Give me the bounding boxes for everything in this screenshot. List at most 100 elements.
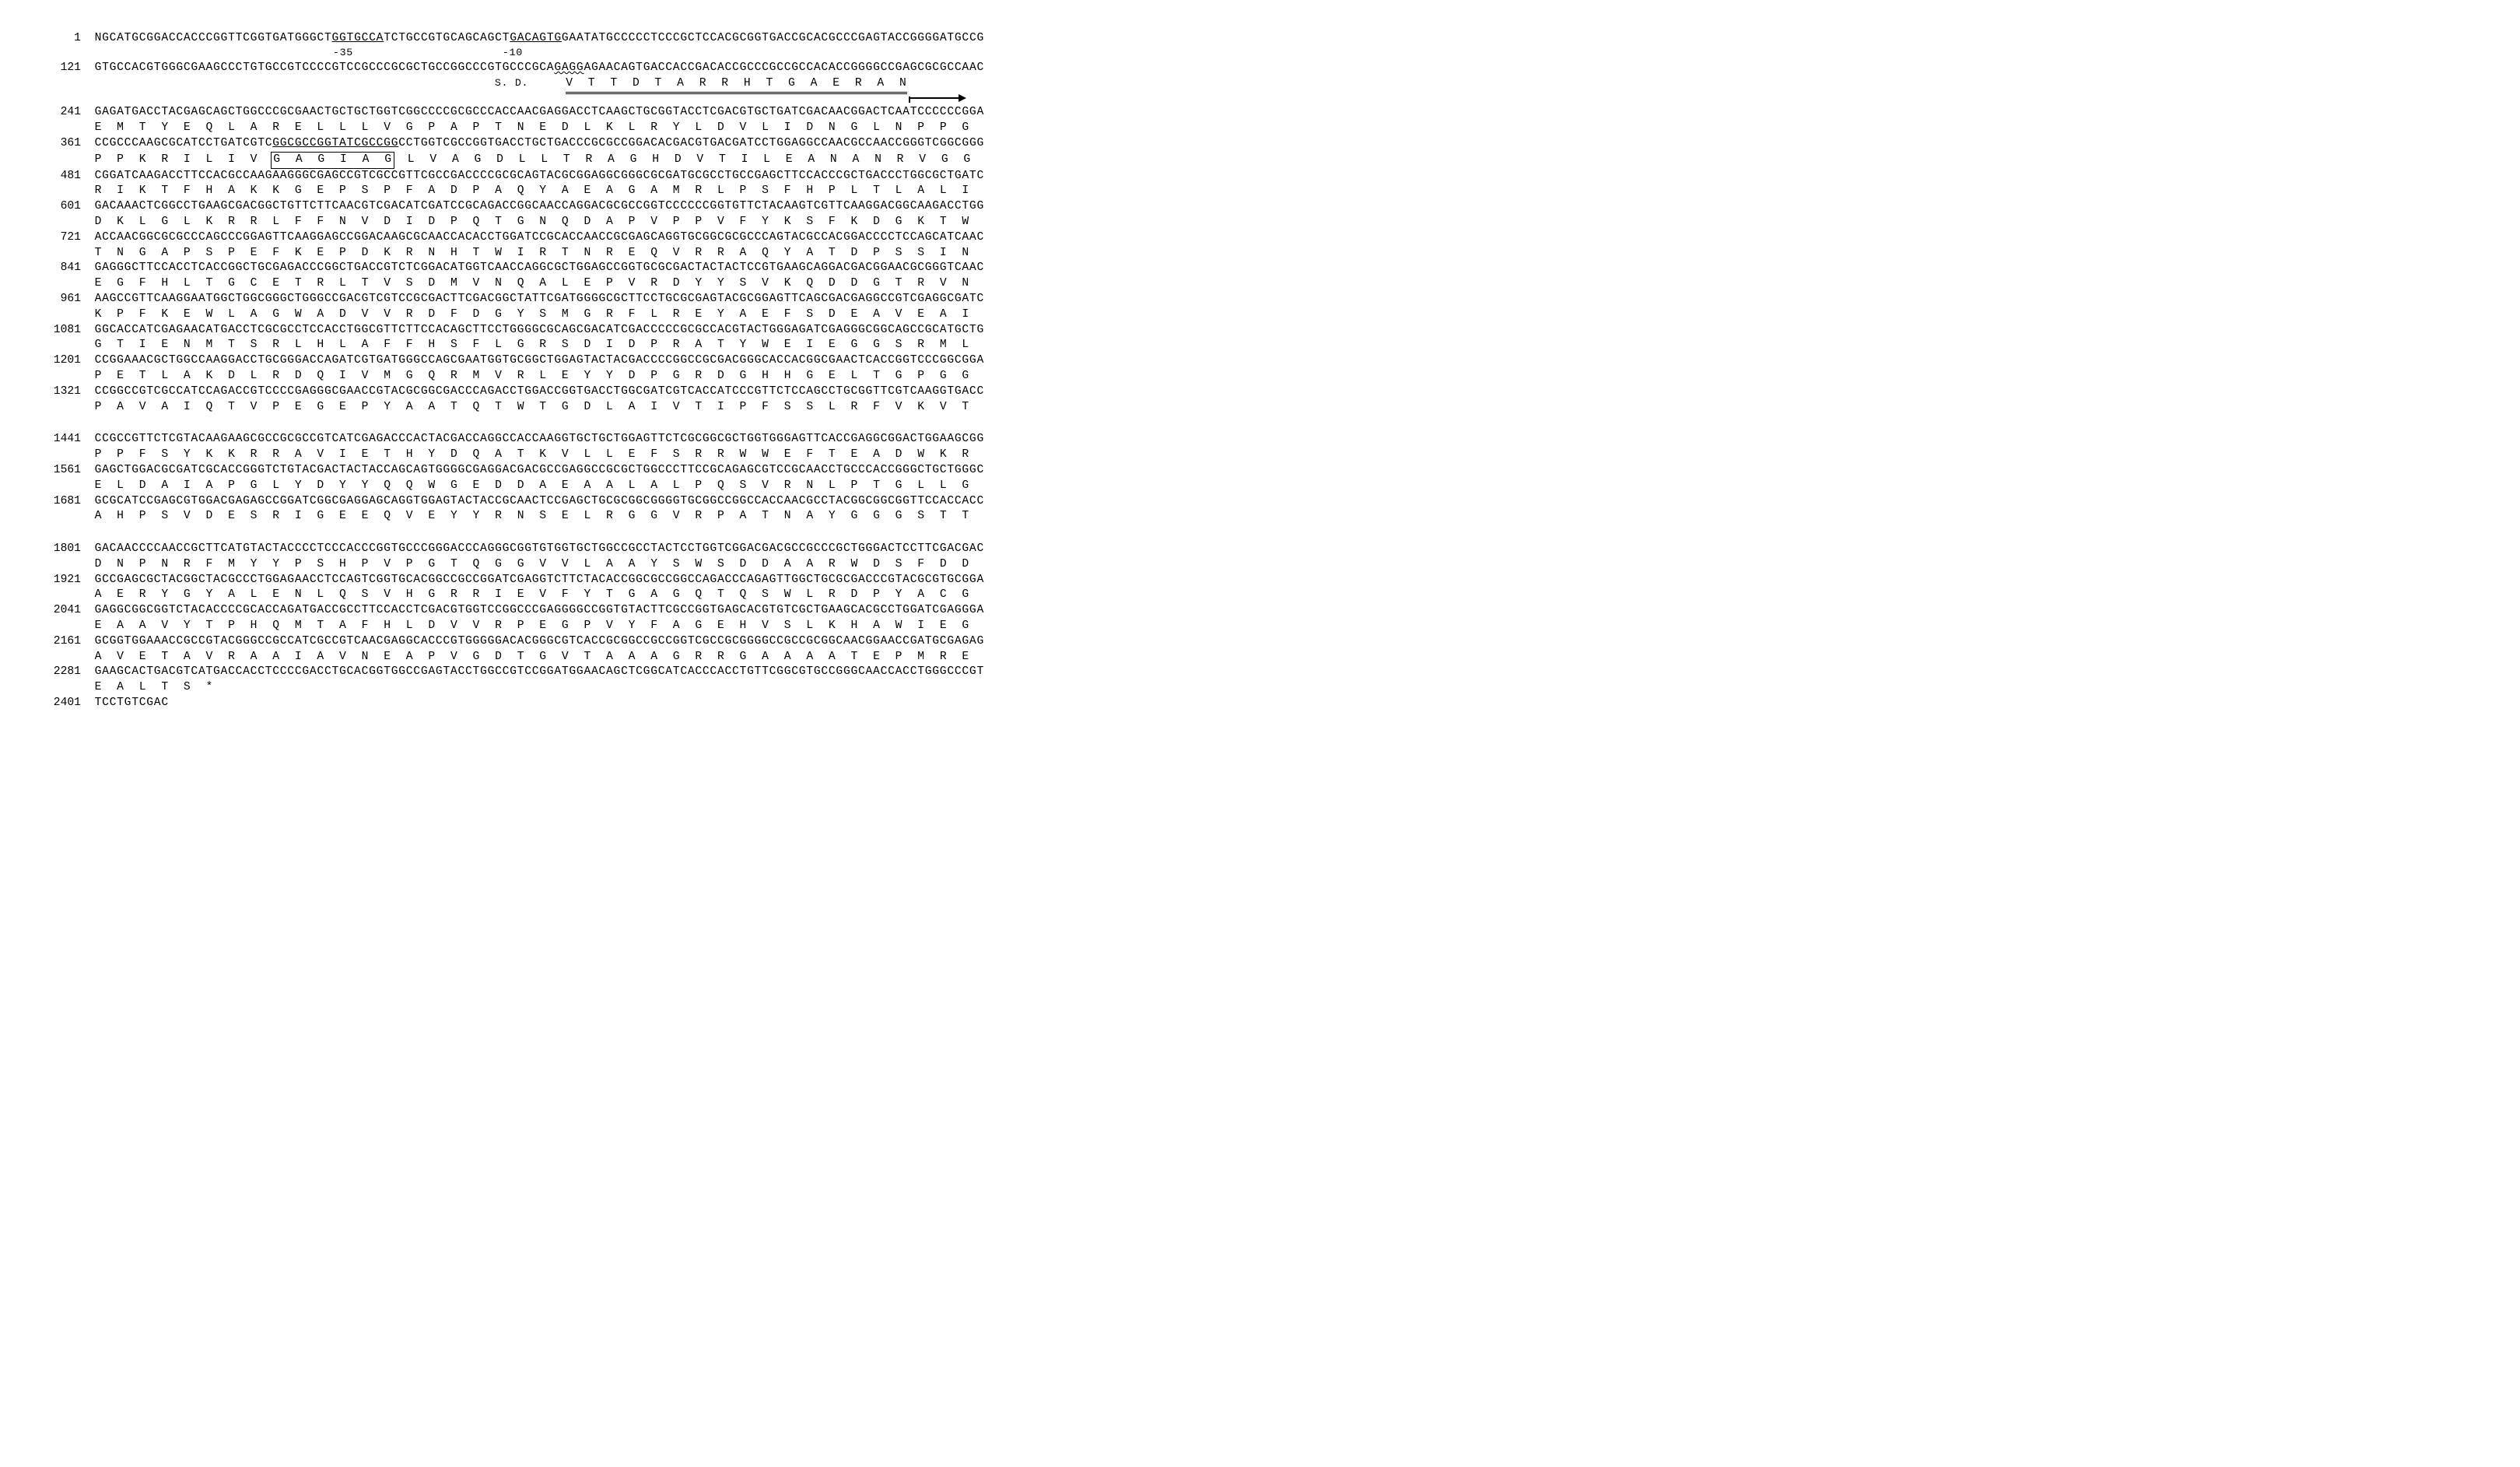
- position-number: 601: [47, 199, 81, 215]
- dna-seq: GGCACCATCGAGAACATGACCTCGCGCCTCCACCTGGCGT…: [95, 323, 984, 339]
- aa-line: P E T L A K D L R D Q I V M G Q R M V R …: [47, 369, 2473, 384]
- dna-line: 481 CGGATCAAGACCTTCCACGCCAAGAAGGGCGAGCCG…: [47, 169, 2473, 184]
- position-number: 481: [47, 169, 81, 184]
- dna-seq: AAGCCGTTCAAGGAATGGCTGGCGGGCTGGGCCGACGTCG…: [95, 292, 984, 307]
- aa-line: D N P N R F M Y Y P S H P V P G T Q G G …: [47, 557, 2473, 573]
- minus10-box: GACAGTG: [510, 31, 562, 47]
- position-number: 2161: [47, 634, 81, 650]
- aa-seq: A H P S V D E S R I G E E Q V E Y Y R N …: [95, 509, 969, 525]
- aa-seq: L V A G D L L T R A G H D V T I L E A N …: [393, 153, 971, 168]
- position-number: 361: [47, 136, 81, 152]
- dna-seq: TCTGCCGTGCAGCAGCT: [384, 31, 510, 47]
- aa-line: P P K R I L I V G A G I A G L V A G D L …: [47, 152, 2473, 169]
- minus10-label: -10: [503, 47, 523, 61]
- position-number: 961: [47, 292, 81, 307]
- dna-line: 1081 GGCACCATCGAGAACATGACCTCGCGCCTCCACCT…: [47, 323, 2473, 339]
- aa-line: A V E T A V R A A I A V N E A P V G D T …: [47, 650, 2473, 665]
- position-number: 841: [47, 261, 81, 276]
- dna-seq: CGGATCAAGACCTTCCACGCCAAGAAGGGCGAGCCGTCGC…: [95, 169, 984, 184]
- aa-seq: T N G A P S P E F K E P D K R N H T W I …: [95, 246, 969, 261]
- position-number: 1321: [47, 384, 81, 400]
- position-number: 1081: [47, 323, 81, 339]
- orf-start-arrow: [909, 94, 966, 102]
- dna-line: 841 GAGGGCTTCCACCTCACCGGCTGCGAGACCCGGCTG…: [47, 261, 2473, 276]
- position-number: 2281: [47, 665, 81, 680]
- aa-seq: E A L T S *: [95, 680, 213, 696]
- aa-seq: P P K R I L I V: [95, 153, 273, 168]
- dna-line: 361 CCGCCCAAGCGCATCCTGATCGTCGGCGCCGGTATC…: [47, 136, 2473, 152]
- aa-line: K P F K E W L A G W A D V V R D F D G Y …: [47, 307, 2473, 323]
- position-number: 2401: [47, 696, 81, 711]
- dna-seq: GAGGGCTTCCACCTCACCGGCTGCGAGACCCGGCTGACCG…: [95, 261, 984, 276]
- aa-seq: R I K T F H A K K G E P S P F A D P A Q …: [95, 184, 969, 199]
- orf-arrow-row: [47, 94, 2473, 105]
- dna-line: 241 GAGATGACCTACGAGCAGCTGGCCCGCGAACTGCTG…: [47, 105, 2473, 121]
- dna-line: 2401 TCCTGTCGAC: [47, 696, 2473, 711]
- dna-seq: CCGCCGTTCTCGTACAAGAAGCGCCGCGCCGTCATCGAGA…: [95, 432, 984, 447]
- dna-line: 1681 GCGCATCCGAGCGTGGACGAGAGCCGGATCGGCGA…: [47, 494, 2473, 510]
- dna-seq: GAGCTGGACGCGATCGCACCGGGTCTGTACGACTACTACC…: [95, 463, 984, 479]
- dna-seq: GAAGCACTGACGTCATGACCACCTCCCCGACCTGCACGGT…: [95, 665, 984, 680]
- aa-seq: P E T L A K D L R D Q I V M G Q R M V R …: [95, 369, 969, 384]
- annotation-line: S. D. V T T D T A R R H T G A E R A N: [47, 76, 2473, 95]
- minus35-label: -35: [333, 47, 353, 61]
- orf-start-aa: V T T D T A R R H T G A E R A N: [566, 76, 906, 95]
- dna-line: 2161 GCGGTGGAAACCGCCGTACGGGCCGCCATCGCCGT…: [47, 634, 2473, 650]
- aa-line: E G F H L T G C E T R L T V S D M V N Q …: [47, 276, 2473, 292]
- dna-line: 1 NGCATGCGGACCACCCGGTTCGGTGATGGGCTGGTGCC…: [47, 31, 2473, 47]
- dna-seq: CCGGAAACGCTGGCCAAGGACCTGCGGGACCAGATCGTGA…: [95, 353, 984, 369]
- dna-line: 721 ACCAACGGCGCGCCCAGCCCGGAGTTCAAGGAGCCG…: [47, 230, 2473, 246]
- aa-line: E A L T S *: [47, 680, 2473, 696]
- dna-seq: NGCATGCGGACCACCCGGTTCGGTGATGGGCT: [95, 31, 332, 47]
- aa-line: E A A V Y T P H Q M T A F H L D V V R P …: [47, 619, 2473, 634]
- dna-line: 961 AAGCCGTTCAAGGAATGGCTGGCGGGCTGGGCCGAC…: [47, 292, 2473, 307]
- dna-line: 1561 GAGCTGGACGCGATCGCACCGGGTCTGTACGACTA…: [47, 463, 2473, 479]
- dna-line: 1441 CCGCCGTTCTCGTACAAGAAGCGCCGCGCCGTCAT…: [47, 432, 2473, 447]
- vertical-gap: [47, 525, 2473, 542]
- dna-line: 1801 GACAACCCCAACCGCTTCATGTACTACCCCTCCCA…: [47, 542, 2473, 557]
- dna-seq: CCGGCCGTCGCCATCCAGACCGTCCCCGAGGGCGAACCGT…: [95, 384, 984, 400]
- sequence-figure: 1 NGCATGCGGACCACCCGGTTCGGTGATGGGCTGGTGCC…: [47, 31, 2473, 711]
- aa-line: D K L G L K R R L F F N V D I D P Q T G …: [47, 215, 2473, 230]
- dna-seq: ACCAACGGCGCGCCCAGCCCGGAGTTCAAGGAGCCGGACA…: [95, 230, 984, 246]
- dna-line: 1921 GCCGAGCGCTACGGCTACGCCCTGGAGAACCTCCA…: [47, 573, 2473, 588]
- aa-line: E L D A I A P G L Y D Y Y Q Q W G E D D …: [47, 479, 2473, 494]
- position-number: 1681: [47, 494, 81, 510]
- dna-seq: GACAAACTCGGCCTGAAGCGACGGCTGTTCTTCAACGTCG…: [95, 199, 984, 215]
- dna-line: 121 GTGCCACGTGGGCGAAGCCCTGTGCCGTCCCCGTCC…: [47, 61, 2473, 76]
- position-number: 121: [47, 61, 81, 76]
- dna-seq: TCCTGTCGAC: [95, 696, 169, 711]
- dna-seq: GAATATGCCCCCTCCCGCTCCACGCGGTGACCGCACGCCC…: [562, 31, 984, 47]
- dna-seq: GCCGAGCGCTACGGCTACGCCCTGGAGAACCTCCAGTCGG…: [95, 573, 984, 588]
- dna-line: 601 GACAAACTCGGCCTGAAGCGACGGCTGTTCTTCAAC…: [47, 199, 2473, 215]
- aa-seq: E L D A I A P G L Y D Y Y Q Q W G E D D …: [95, 479, 969, 494]
- position-number: 1921: [47, 573, 81, 588]
- aa-line: P A V A I Q T V P E G E P Y A A T Q T W …: [47, 400, 2473, 416]
- position-number: 241: [47, 105, 81, 121]
- sd-sequence: GAGG: [554, 61, 584, 76]
- aa-seq: P A V A I Q T V P E G E P Y A A T Q T W …: [95, 400, 969, 416]
- aa-seq: A E R Y G Y A L E N L Q S V H G R R I E …: [95, 588, 969, 603]
- minus35-box: GGTGCCA: [331, 31, 384, 47]
- aa-line: T N G A P S P E F K E P D K R N H T W I …: [47, 246, 2473, 261]
- aa-line: G T I E N M T S R L H L A F F H S F L G …: [47, 338, 2473, 353]
- dna-seq: GAGATGACCTACGAGCAGCTGGCCCGCGAACTGCTGCTGG…: [95, 105, 984, 121]
- aa-seq: D N P N R F M Y Y P S H P V P G T Q G G …: [95, 557, 969, 573]
- position-number: 1441: [47, 432, 81, 447]
- vertical-gap: [47, 415, 2473, 432]
- aa-seq: A V E T A V R A A I A V N E A P V G D T …: [95, 650, 969, 665]
- dna-seq: GCGCATCCGAGCGTGGACGAGAGCCGGATCGGCGAGGAGC…: [95, 494, 984, 510]
- dna-line: 2041 GAGGCGGCGGTCTACACCCCGCACCAGATGACCGC…: [47, 603, 2473, 619]
- aa-seq: D K L G L K R R L F F N V D I D P Q T G …: [95, 215, 969, 230]
- dna-line: 1321 CCGGCCGTCGCCATCCAGACCGTCCCCGAGGGCGA…: [47, 384, 2473, 400]
- aa-seq: P P F S Y K K R R A V I E T H Y D Q A T …: [95, 447, 969, 463]
- aa-line: A H P S V D E S R I G E E Q V E Y Y R N …: [47, 509, 2473, 525]
- aa-seq: E M T Y E Q L A R E L L L V G P A P T N …: [95, 121, 969, 136]
- dna-seq: GCGGTGGAAACCGCCGTACGGGCCGCCATCGCCGTCAACG…: [95, 634, 984, 650]
- aa-line: P P F S Y K K R R A V I E T H Y D Q A T …: [47, 447, 2473, 463]
- position-number: 721: [47, 230, 81, 246]
- position-number: 1801: [47, 542, 81, 557]
- aa-line: R I K T F H A K K G E P S P F A D P A Q …: [47, 184, 2473, 199]
- aa-seq: E G F H L T G C E T R L T V S D M V N Q …: [95, 276, 969, 292]
- position-number: 1561: [47, 463, 81, 479]
